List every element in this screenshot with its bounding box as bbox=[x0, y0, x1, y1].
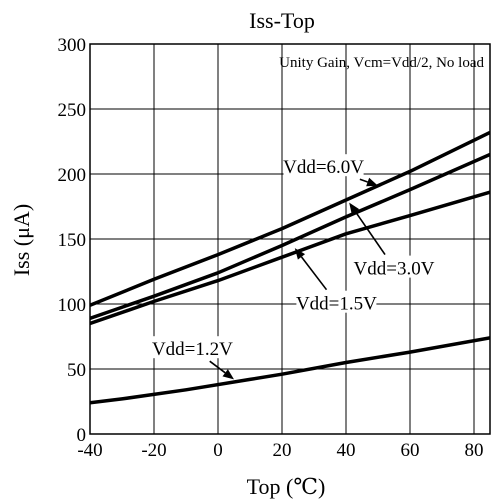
annotation-background bbox=[296, 290, 377, 313]
x-tick-label: 60 bbox=[401, 440, 420, 461]
series-lines bbox=[90, 130, 490, 405]
annotation-arrowhead bbox=[349, 202, 360, 215]
annotation-arrowhead bbox=[294, 248, 306, 260]
annotation-vdd-6-0v: Vdd=6.0V bbox=[283, 157, 364, 178]
annotation-vdd-1-5v: Vdd=1.5V bbox=[296, 294, 377, 315]
annotation-vdd-3-0v: Vdd=3.0V bbox=[354, 259, 435, 280]
x-tick-label: 20 bbox=[273, 440, 292, 461]
annotation-background bbox=[354, 255, 434, 278]
x-tick-label: 80 bbox=[465, 440, 484, 461]
annotation-arrow bbox=[300, 256, 328, 291]
y-tick-label: 150 bbox=[58, 230, 87, 251]
annotation-vdd-1-2v: Vdd=1.2V bbox=[152, 339, 233, 360]
x-axis-label: Top (℃) bbox=[247, 474, 326, 499]
series-line-vdd-1-2v bbox=[90, 336, 490, 405]
y-tick-label: 0 bbox=[77, 425, 87, 446]
y-axis-label: Iss (μA) bbox=[9, 204, 34, 276]
annotation-background bbox=[283, 154, 364, 177]
plot-frame bbox=[89, 43, 491, 435]
y-tick-label: 100 bbox=[58, 295, 87, 316]
x-tick-label: -40 bbox=[77, 440, 102, 461]
series-line-vdd-1-5v bbox=[90, 190, 490, 326]
annotation-arrowhead bbox=[366, 177, 378, 187]
annotation-background bbox=[152, 336, 233, 359]
y-tick-label: 300 bbox=[58, 35, 87, 56]
grid-lines bbox=[90, 44, 490, 434]
x-tick-label: 40 bbox=[337, 440, 356, 461]
annotation-arrow bbox=[209, 360, 226, 374]
y-tick-label: 250 bbox=[58, 100, 87, 121]
annotation-arrowhead bbox=[222, 369, 234, 380]
y-tick-label: 50 bbox=[67, 360, 86, 381]
x-tick-label: 0 bbox=[213, 440, 223, 461]
chart-title: Iss-Top bbox=[249, 8, 315, 33]
tick-labels: -40 -20 0 20 40 60 80 0 50 100 150 200 250 300 bbox=[58, 35, 484, 461]
annotation-arrow bbox=[359, 178, 368, 183]
series-line-vdd-3-0v bbox=[90, 152, 490, 320]
annotation-arrow bbox=[354, 211, 386, 256]
y-tick-label: 200 bbox=[58, 165, 87, 186]
series-line-vdd-6-0v bbox=[90, 130, 490, 307]
series-annotations: Vdd=6.0V Vdd=3.0V Vdd=1.5V Vdd=1.2V bbox=[152, 154, 435, 380]
x-tick-label: -20 bbox=[141, 440, 166, 461]
chart-subtitle: Unity Gain, Vcm=Vdd/2, No load bbox=[279, 55, 484, 71]
